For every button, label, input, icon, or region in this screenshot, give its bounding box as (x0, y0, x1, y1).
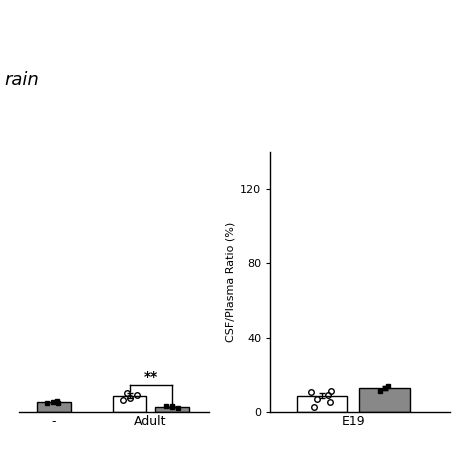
Y-axis label: CSF/Plasma Ratio (%): CSF/Plasma Ratio (%) (226, 222, 236, 342)
Bar (37, 402, 71, 412)
Bar (359, 388, 410, 412)
Text: rain: rain (5, 71, 39, 89)
Bar (113, 396, 146, 412)
Text: **: ** (144, 370, 158, 384)
Bar (155, 407, 189, 412)
Bar (297, 396, 347, 412)
